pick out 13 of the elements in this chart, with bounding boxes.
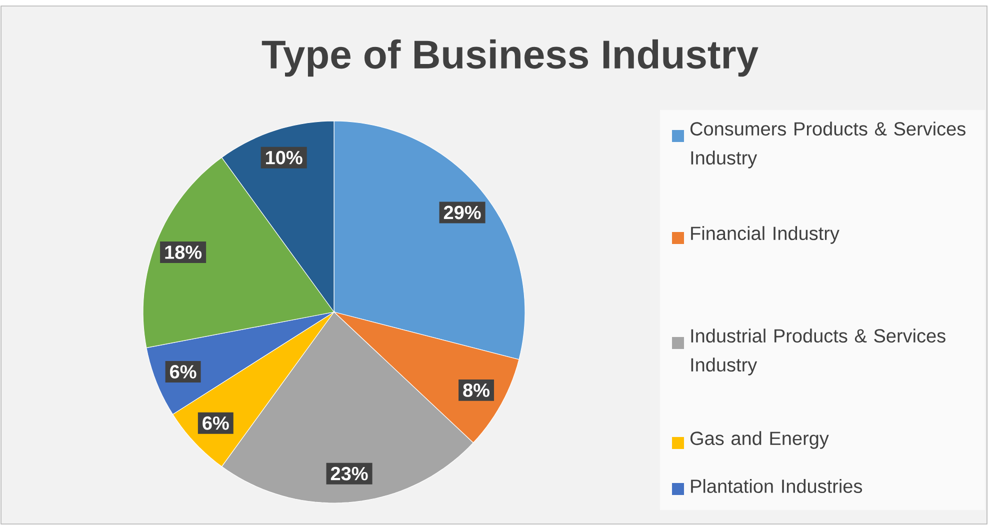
legend-label: Consumers Products & Services Industry — [690, 122, 966, 168]
chart-title: Type of Business Industry — [262, 39, 758, 77]
legend-label: Industrial Products & Services Industry — [691, 328, 946, 376]
data-label: 29% — [444, 206, 481, 220]
legend-label: Plantation Industries — [691, 479, 862, 493]
data-label: 23% — [330, 466, 368, 480]
legend-label: Gas and Energy — [690, 431, 829, 449]
data-label: 18% — [165, 246, 202, 259]
data-label: 6% — [202, 416, 229, 430]
legend-label: Financial Industry — [691, 226, 840, 244]
data-label: 8% — [463, 383, 490, 397]
data-label: 10% — [266, 150, 302, 164]
data-label: 6% — [170, 365, 196, 378]
